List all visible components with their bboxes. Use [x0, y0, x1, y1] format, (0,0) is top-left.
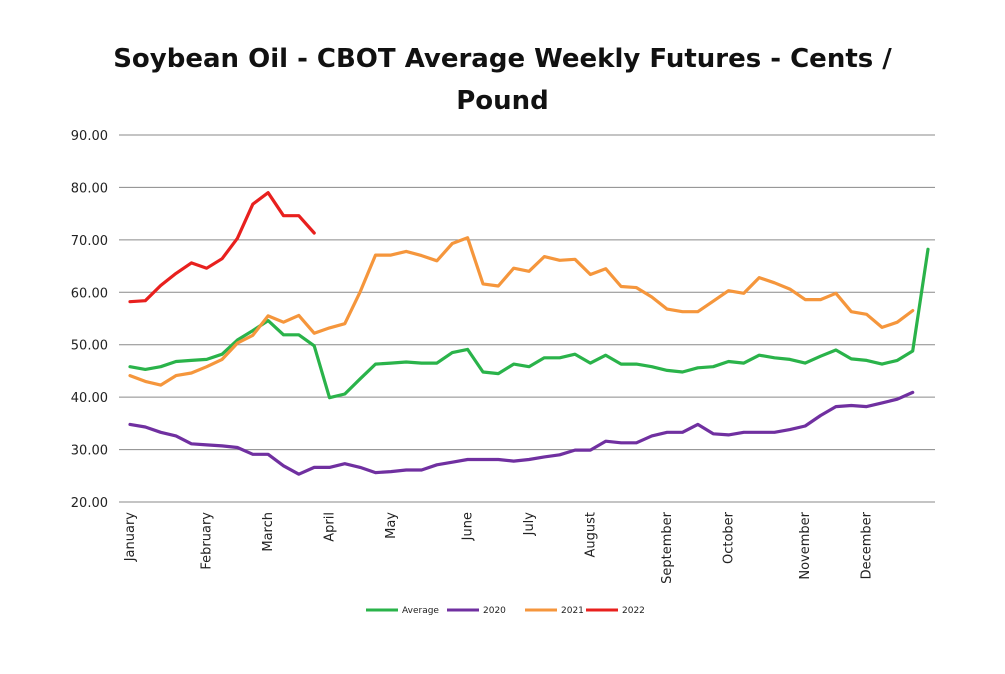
- series-line-2022: [128, 191, 316, 304]
- x-tick-label: May: [384, 512, 399, 539]
- y-tick-label: 30.00: [71, 444, 108, 459]
- y-tick-label: 40.00: [71, 391, 108, 406]
- y-axis-ticks: 20.00 30.00 40.00 50.00 60.00 70.00 80.00 90.00: [71, 129, 108, 511]
- x-tick-label: November: [798, 511, 813, 579]
- x-tick-label: February: [200, 512, 215, 570]
- legend-label: 2021: [561, 606, 584, 616]
- x-tick-label: March: [261, 512, 276, 552]
- chart-title-line-2: Pound: [456, 86, 549, 116]
- x-tick-label: January: [123, 512, 138, 563]
- x-tick-label: September: [660, 511, 675, 584]
- series-line-2020: [128, 390, 915, 476]
- x-tick-label: April: [323, 512, 338, 542]
- x-tick-label: December: [860, 511, 875, 579]
- y-tick-label: 20.00: [71, 496, 108, 511]
- y-tick-label: 70.00: [71, 234, 108, 249]
- chart-title-line-1: Soybean Oil - CBOT Average Weekly Future…: [113, 44, 892, 74]
- series-line-2021: [128, 236, 915, 387]
- x-tick-label: June: [461, 512, 476, 541]
- legend-label: 2020: [483, 606, 506, 616]
- x-axis-ticks: January February March April May June July Augu…: [123, 511, 875, 584]
- y-tick-label: 90.00: [71, 129, 108, 144]
- legend: Average 2020 2021 2022: [366, 606, 645, 616]
- x-tick-label: July: [522, 512, 537, 537]
- legend-label: 2022: [622, 606, 645, 616]
- legend-label: Average: [402, 606, 439, 616]
- y-tick-label: 50.00: [71, 339, 108, 354]
- chart-title: Soybean Oil - CBOT Average Weekly Future…: [0, 38, 1005, 122]
- y-tick-label: 80.00: [71, 181, 108, 196]
- gridlines: [119, 134, 935, 503]
- x-tick-label: August: [583, 512, 598, 558]
- y-tick-label: 60.00: [71, 286, 108, 301]
- x-tick-label: October: [722, 511, 737, 564]
- series-lines: [128, 191, 930, 476]
